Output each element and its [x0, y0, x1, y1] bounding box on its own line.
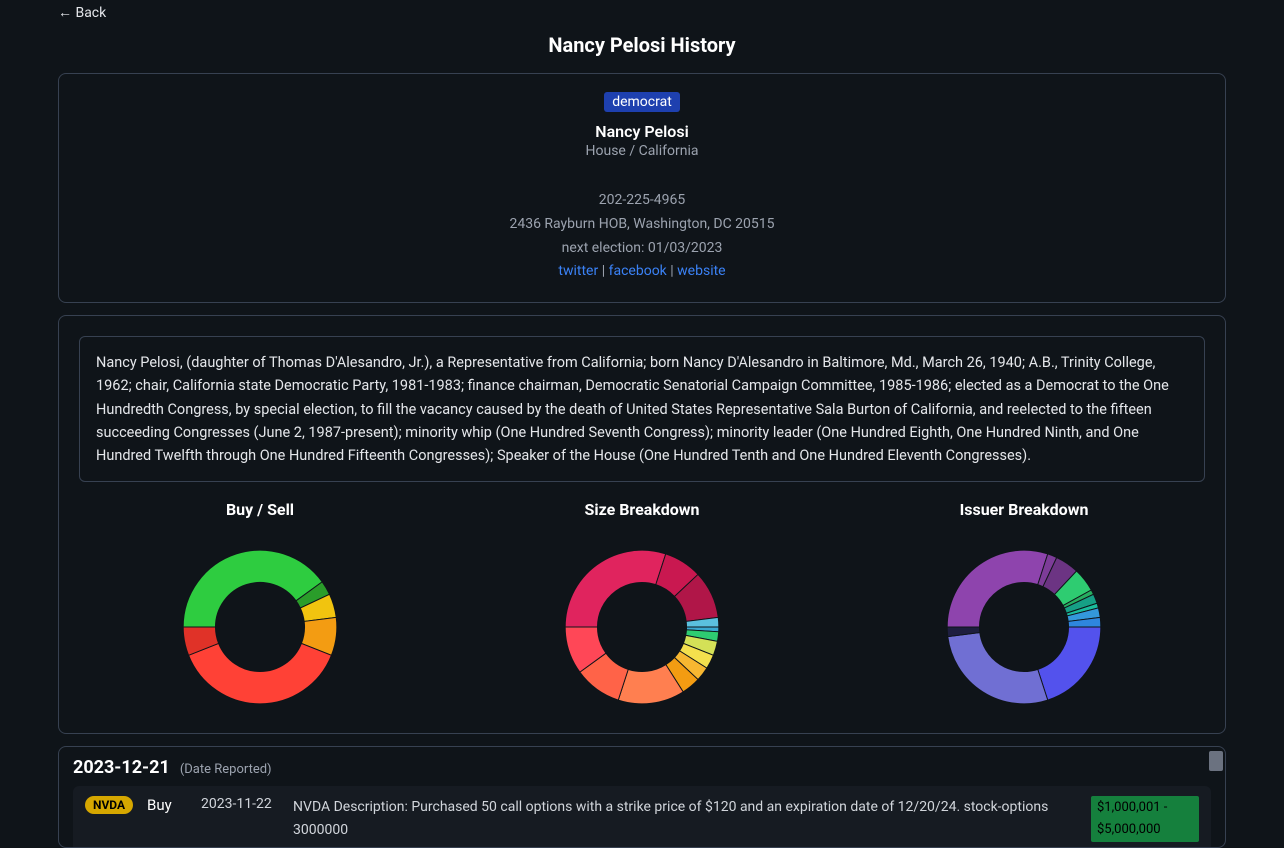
trade-date: 2023-11-22	[201, 796, 279, 812]
size-donut	[562, 547, 722, 707]
trade-row: NVDA Buy 2023-11-22 NVDA Description: Pu…	[73, 786, 1211, 848]
size-breakdown-chart: Size Breakdown	[451, 500, 833, 707]
scrollbar-thumb[interactable]	[1209, 751, 1223, 771]
buy-sell-chart: Buy / Sell	[69, 500, 451, 707]
back-link[interactable]: ← Back	[58, 0, 106, 33]
charts-card: Nancy Pelosi, (daughter of Thomas D'Ales…	[58, 315, 1226, 734]
social-links: twitter | facebook | website	[79, 260, 1205, 284]
chart-title: Buy / Sell	[69, 500, 451, 519]
trades-card: 2023-12-21 (Date Reported) NVDA Buy 2023…	[58, 746, 1226, 848]
page-title: Nancy Pelosi History	[58, 33, 1226, 57]
issuer-donut	[944, 547, 1104, 707]
trade-description: NVDA Description: Purchased 50 call opti…	[293, 796, 1077, 841]
buy-sell-donut	[180, 547, 340, 707]
chart-title: Issuer Breakdown	[833, 500, 1215, 519]
bio-text: Nancy Pelosi, (daughter of Thomas D'Ales…	[79, 336, 1205, 482]
next-election: next election: 01/03/2023	[79, 237, 1205, 261]
phone: 202-225-4965	[79, 189, 1205, 213]
trade-type: Buy	[147, 796, 187, 814]
chart-title: Size Breakdown	[451, 500, 833, 519]
report-date-label: (Date Reported)	[180, 762, 272, 777]
profile-card: democrat Nancy Pelosi House / California…	[58, 73, 1226, 303]
trade-amount: $1,000,001 - $5,000,000	[1091, 796, 1199, 842]
person-name: Nancy Pelosi	[79, 122, 1205, 141]
website-link[interactable]: website	[677, 263, 725, 279]
party-badge: democrat	[604, 92, 680, 112]
ticker-badge: NVDA	[85, 796, 133, 814]
chamber-state: House / California	[79, 143, 1205, 159]
facebook-link[interactable]: facebook	[609, 263, 667, 279]
twitter-link[interactable]: twitter	[558, 263, 598, 279]
report-date: 2023-12-21	[73, 757, 170, 778]
address: 2436 Rayburn HOB, Washington, DC 20515	[79, 213, 1205, 237]
issuer-breakdown-chart: Issuer Breakdown	[833, 500, 1215, 707]
